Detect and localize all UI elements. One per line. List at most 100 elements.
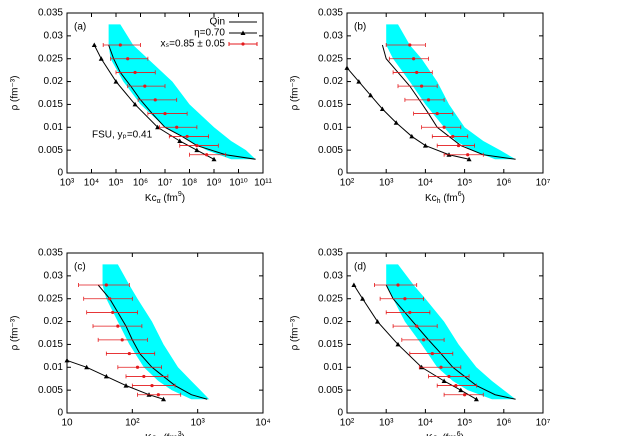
error-bar (385, 43, 426, 47)
error-bar (392, 70, 433, 75)
error-bar (83, 296, 133, 301)
y-tick-label: 0.035 (318, 8, 343, 19)
panel-label: (c) (74, 262, 86, 273)
x-axis-label: Kch (fm6) (425, 191, 465, 205)
data-point (439, 365, 443, 369)
y-axis-label: ρ (fm⁻³) (10, 76, 21, 111)
y-tick-label: 0.01 (324, 122, 344, 133)
series-line (353, 284, 477, 400)
x-tick-label: 10⁶ (496, 418, 511, 429)
x-tick-label: 10⁴ (84, 178, 99, 189)
data-point (150, 383, 154, 388)
y-tick-label: 0.02 (324, 76, 344, 87)
y-tick-label: 0.005 (38, 385, 63, 396)
data-point (153, 98, 157, 102)
y-tick-label: 0.015 (38, 99, 63, 110)
y-tick-label: 0.02 (44, 76, 64, 87)
x-tick-label: 10³ (190, 418, 205, 429)
triangle-marker (161, 396, 167, 402)
y-tick-label: 0.025 (38, 53, 63, 64)
data-point (143, 84, 147, 88)
x-tick-label: 10³ (379, 418, 394, 429)
x-tick-label: 10⁵ (457, 418, 472, 429)
triangle-marker (409, 133, 415, 139)
triangle-marker (393, 120, 399, 125)
uncertainty-band (386, 264, 516, 400)
x-axis-label: Kct (fm6) (426, 431, 464, 436)
y-tick-label: 0.005 (318, 145, 343, 156)
uncertainty-band (102, 264, 210, 400)
panel: 0 0.005 0.01 0.015 0.02 0.025 0.03 0.035 10³ 10⁴ 1… (10, 8, 273, 205)
y-tick-label: 0.03 (324, 270, 344, 281)
error-bar (413, 111, 454, 116)
y-tick-label: 0.01 (44, 362, 64, 373)
annotation: FSU, yₚ=0.41 (92, 130, 153, 141)
triangle-marker (360, 296, 366, 301)
x-axis-label-part: 9 (178, 191, 182, 198)
panel-label: (b) (354, 22, 366, 33)
error-bar (137, 97, 178, 102)
error-bar (385, 310, 431, 315)
triangle-marker (458, 387, 464, 393)
x-axis-label-part: (fm (440, 433, 457, 436)
x-axis-label-part: ) (182, 433, 185, 436)
data-point (451, 134, 455, 139)
error-bar (147, 111, 188, 116)
data-point (447, 374, 451, 379)
data-point (463, 393, 467, 397)
triangle-marker (113, 79, 119, 84)
x-tick-label: 10⁹ (206, 178, 221, 189)
x-tick-label: 10⁸ (182, 178, 197, 189)
uncertainty-band (386, 24, 516, 160)
x-tick-label: 10⁷ (158, 178, 173, 189)
data-point (126, 57, 130, 61)
y-tick-label: 0.01 (44, 122, 64, 133)
x-tick-label: 10⁵ (457, 178, 472, 189)
data-point (456, 143, 461, 148)
y-tick-label: 0.015 (318, 339, 343, 350)
x-axis-label-part: 6 (457, 431, 461, 436)
legend-label: xₛ=0.85 ± 0.05 (160, 39, 225, 50)
y-tick-label: 0 (57, 168, 63, 179)
data-point (435, 111, 439, 116)
data-point (426, 98, 431, 102)
triangle-marker (98, 56, 104, 61)
legend-label: η=0.70 (194, 28, 225, 39)
y-tick-label: 0 (337, 168, 343, 179)
data-point (466, 153, 470, 157)
data-point (104, 283, 108, 287)
plot-frame (66, 252, 264, 414)
x-axis-label-part: ) (462, 193, 465, 204)
data-point (116, 324, 120, 328)
y-tick-label: 0.015 (318, 99, 343, 110)
data-point (422, 338, 426, 342)
data-point (142, 374, 146, 379)
error-bar (78, 283, 130, 287)
panel: 0 0.005 0.01 0.015 0.02 0.025 0.03 0.035 10 10² 10… (10, 248, 271, 436)
triangle-marker (441, 378, 447, 383)
data-point (442, 125, 446, 129)
error-bar (131, 383, 176, 388)
x-tick-label: 10⁶ (133, 178, 148, 189)
x-tick-label: 10¹⁰ (229, 178, 247, 189)
y-tick-label: 0 (57, 408, 63, 419)
x-axis-label-part: 3 (178, 431, 182, 436)
triangle-marker (473, 396, 479, 402)
error-bar (168, 134, 209, 139)
data-point (127, 351, 131, 356)
error-bar (397, 84, 438, 89)
triangle-marker (132, 101, 138, 107)
data-point (175, 125, 179, 129)
uncertainty-band (108, 24, 256, 160)
y-tick-label: 0 (337, 408, 343, 419)
legend-marker (241, 42, 245, 46)
panel: 0 0.005 0.01 0.015 0.02 0.025 0.03 0.035 10² 10³ 1… (290, 248, 551, 436)
legend-marker (240, 30, 246, 35)
data-point (205, 153, 209, 157)
x-tick-label: 10³ (379, 178, 394, 189)
data-point (408, 43, 412, 47)
error-bar (117, 365, 162, 370)
data-point (415, 70, 419, 75)
x-axis-label-part: 6 (458, 191, 462, 198)
x-axis-label-part: (fm (441, 193, 458, 204)
